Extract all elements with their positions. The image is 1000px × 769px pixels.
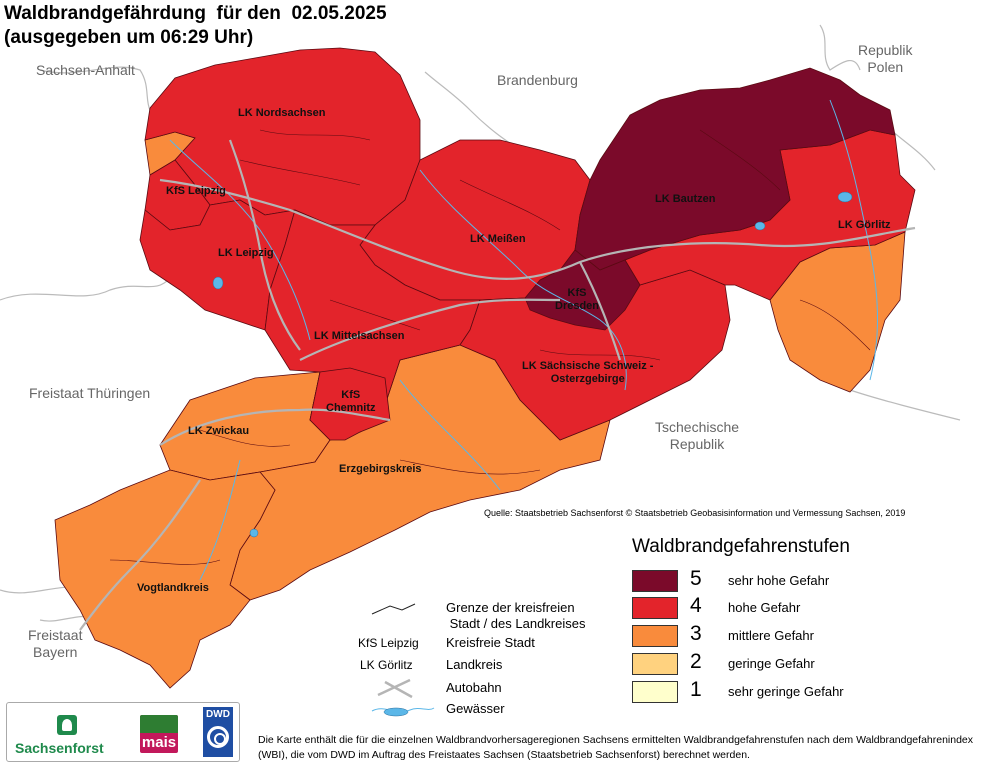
label-lk-meissen: LK Meißen: [470, 233, 526, 245]
legend-swatch: [632, 570, 678, 592]
label-lk-zwickau: LK Zwickau: [188, 425, 250, 437]
key-gewaesser: Gewässer: [446, 701, 505, 716]
map-title: Waldbrandgefährdung für den 02.05.2025: [4, 3, 387, 24]
legend-row-3: 3 mittlere Gefahr: [632, 622, 972, 648]
lakes: [212, 191, 853, 538]
autobahn-key-icon: [377, 678, 413, 699]
label-erzgebirgskreis: Erzgebirgskreis: [339, 463, 422, 475]
neighbor-sachsen-anhalt: Sachsen-Anhalt: [36, 62, 135, 78]
legend-text: sehr hohe Gefahr: [728, 573, 830, 588]
legend-swatch: [632, 653, 678, 675]
autobahn-network: [79, 139, 916, 631]
legend-level: 2: [690, 650, 702, 673]
region-vogtland: [54, 469, 276, 689]
key-lk-example: LK Görlitz: [360, 658, 413, 672]
label-vogtlandkreis: Vogtlandkreis: [137, 582, 209, 594]
neighbor-brandenburg: Brandenburg: [497, 72, 578, 88]
subregion-borders: [109, 129, 871, 565]
legend-level: 5: [690, 567, 702, 590]
neighbor-polen: Republik Polen: [858, 42, 913, 75]
lake-key-icon: [383, 707, 409, 717]
label-kfs-leipzig: KfS Leipzig: [166, 185, 226, 197]
dwd-swirl-icon: [207, 726, 229, 748]
neighbor-tschechien: Tschechische Republik: [655, 419, 740, 452]
label-lk-mittelsachsen: LK Mittelsachsen: [314, 330, 405, 342]
water-key-icon: [371, 707, 435, 713]
label-lk-bautzen: LK Bautzen: [655, 193, 716, 205]
key-boundary: Grenze der kreisfreien Stadt / des Landk…: [446, 600, 586, 631]
legend-row-1: 1 sehr geringe Gefahr: [632, 678, 972, 704]
logo-panel: Sachsenforst mais DWD: [6, 702, 240, 762]
footnote: Die Karte enthält die für die einzelnen …: [258, 734, 974, 761]
legend-row-5: 5 sehr hohe Gefahr: [632, 567, 972, 593]
legend-swatch: [632, 597, 678, 619]
mais-logo-top: [140, 715, 178, 733]
mais-logo-text: mais: [141, 734, 177, 751]
districts-orange: [54, 131, 906, 689]
legend-swatch: [632, 625, 678, 647]
boundary-key-icon: [371, 603, 416, 615]
legend-text: sehr geringe Gefahr: [728, 684, 844, 699]
dwd-logo-text: DWD: [206, 709, 230, 720]
dwd-logo: DWD: [203, 707, 233, 757]
key-autobahn: Autobahn: [446, 680, 502, 695]
legend-text: geringe Gefahr: [728, 656, 815, 671]
legend-level: 3: [690, 622, 702, 645]
neighbor-bayern: Freistaat Bayern: [28, 627, 83, 660]
map-subtitle: (ausgegeben um 06:29 Uhr): [4, 27, 254, 48]
rivers: [169, 99, 878, 581]
legend-level: 4: [690, 594, 702, 617]
key-lk-text: Landkreis: [446, 657, 503, 672]
label-lk-goerlitz: LK Görlitz: [838, 219, 891, 231]
label-lk-saechsische-schweiz: LK Sächsische Schweiz - Osterzgebirge: [522, 360, 654, 385]
label-lk-leipzig: LK Leipzig: [218, 247, 274, 259]
label-kfs-dresden: KfS Dresden: [555, 287, 600, 312]
legend-text: mittlere Gefahr: [728, 628, 814, 643]
source-credit: Quelle: Staatsbetrieb Sachsenforst © Sta…: [484, 508, 906, 518]
mais-logo: mais: [140, 715, 178, 753]
key-kfs-example: KfS Leipzig: [358, 636, 419, 650]
legend-level: 1: [690, 678, 702, 701]
districts-dark: [524, 67, 896, 331]
neighbor-thueringen: Freistaat Thüringen: [29, 385, 151, 401]
sachsenforst-logo-icon: [57, 715, 77, 735]
legend-text: hohe Gefahr: [728, 600, 801, 615]
sachsenforst-logo-text: Sachsenforst: [15, 740, 104, 756]
label-lk-nordsachsen: LK Nordsachsen: [238, 107, 326, 119]
key-icons: [371, 603, 435, 717]
legend-row-2: 2 geringe Gefahr: [632, 650, 972, 676]
legend-title: Waldbrandgefahrenstufen: [632, 536, 850, 557]
legend-swatch: [632, 681, 678, 703]
label-kfs-chemnitz: KfS Chemnitz: [326, 389, 376, 414]
key-kfs-text: Kreisfreie Stadt: [446, 635, 535, 650]
legend-row-4: 4 hohe Gefahr: [632, 594, 972, 620]
